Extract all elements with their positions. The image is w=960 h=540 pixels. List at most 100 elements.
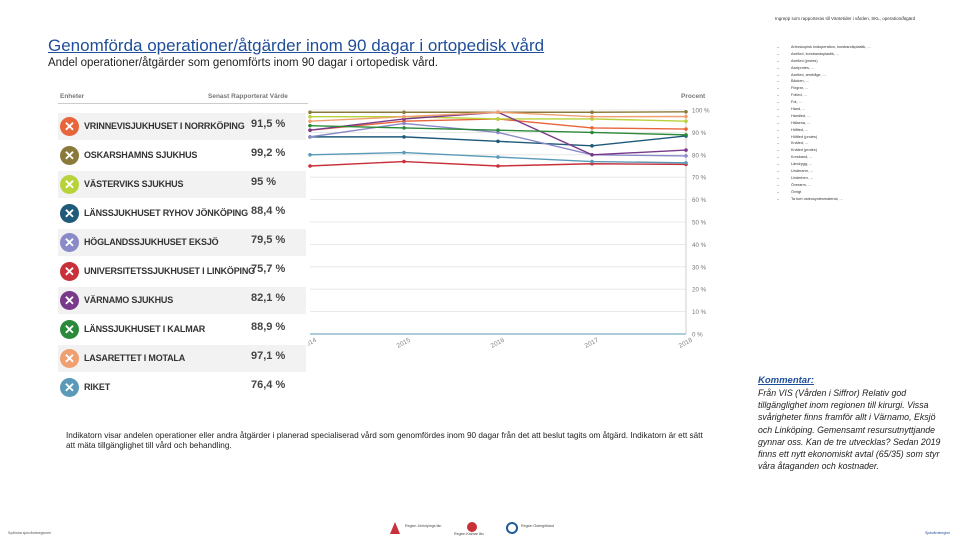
data-point [402, 121, 406, 126]
unit-name: VÄSTERVIKS SJUKHUS [84, 179, 184, 189]
comment-title: Kommentar: [758, 375, 814, 386]
data-point [402, 110, 406, 115]
toggle-series-icon[interactable]: ✕ [60, 233, 79, 252]
procedure-list: – Artroskopisk knäoperation, korsbandspla… [777, 45, 871, 203]
logo-jonkoping-mark-icon [390, 522, 400, 534]
unit-row[interactable]: ✕ LÄNSSJUKHUSET I KALMAR 88,9 % [58, 316, 306, 343]
data-point [684, 154, 688, 158]
data-point [590, 114, 594, 119]
logo-ostergotland-text: Region Östergötland [521, 524, 554, 528]
toggle-series-icon[interactable]: ✕ [60, 175, 79, 194]
right-list-head: Ingrepp som rapporteras till Väntetider … [775, 16, 916, 21]
unit-row[interactable]: ✕ LASARETTET I MOTALA 97,1 % [58, 345, 306, 372]
procedure-item: – Höftled, ... [777, 127, 809, 132]
procedure-item: – Ta bort osteosyntesmaterial, ... [777, 196, 843, 201]
unit-name: VRINNEVISJUKHUSET I NORRKÖPING [84, 121, 245, 131]
page-title: Genomförda operationer/åtgärder inom 90 … [48, 36, 545, 55]
unit-name: VÄRNAMO SJUKHUS [84, 295, 174, 305]
y-tick-label: 60 % [692, 197, 707, 204]
data-point [402, 159, 406, 164]
data-point [496, 128, 500, 132]
procedure-item: – Hälsena, ... [777, 120, 811, 125]
line-chart: 100 % 90 % 80 % 70 % 60 % 50 % 40 % 30 % 20 % 10 … [308, 108, 710, 350]
procedure-item: – Bäcken, ... [777, 79, 809, 84]
comment-text: Från VIS (Vården i Siffror) Relativ god … [758, 388, 941, 472]
procedure-item: – Handled, ... [777, 113, 811, 118]
page-subtitle: Andel operationer/åtgärder som genomfört… [48, 57, 438, 69]
procedure-item: – Axelprotes, ... [777, 65, 815, 70]
unit-name: LÄNSSJUKHUSET RYHOV JÖNKÖPING [84, 208, 248, 218]
unit-row[interactable]: ✕ HÖGLANDSSJUKHUSET EKSJÖ 79,5 % [58, 229, 306, 256]
data-point [496, 110, 500, 115]
unit-value: 75,7 % [251, 263, 286, 275]
toggle-series-icon[interactable]: ✕ [60, 349, 79, 368]
unit-row[interactable]: ✕ UNIVERSITETSSJUKHUSET I LINKÖPING 75,7 % [58, 258, 306, 285]
unit-name: RIKET [84, 382, 111, 392]
unit-name: OSKARSHAMNS SJUKHUS [84, 150, 198, 160]
x-tick-label: 2015 [396, 337, 412, 350]
data-point [402, 150, 406, 155]
unit-name: LÄNSSJUKHUSET I KALMAR [84, 324, 206, 334]
y-tick-label: 20 % [692, 287, 707, 294]
data-point [590, 153, 594, 157]
unit-row[interactable]: ✕ OSKARSHAMNS SJUKHUS 99,2 % [58, 142, 306, 169]
toggle-series-icon[interactable]: ✕ [60, 262, 79, 281]
col-percent-header: Procent [681, 93, 706, 100]
data-point [496, 155, 500, 159]
unit-row[interactable]: ✕ LÄNSSJUKHUSET RYHOV JÖNKÖPING 88,4 % [58, 200, 306, 227]
footer-right: Sjukvårdsregion [925, 531, 951, 535]
data-point [684, 127, 688, 131]
procedure-item: – Knäled, ... [777, 141, 809, 146]
x-tick-label: 2017 [584, 337, 600, 350]
col-latest-header: Senast Rapporterat Värde [208, 93, 288, 100]
unit-value: 95 % [251, 176, 277, 188]
unit-value: 91,5 % [251, 118, 286, 130]
data-point [684, 109, 688, 114]
unit-panel: Enheter Senast Rapporterat Värde Procent… [58, 88, 710, 406]
footer-left: Sydöstra sjukvårdsregionen [8, 531, 52, 535]
procedure-item: – Övrigt [777, 189, 802, 194]
data-point [684, 148, 688, 152]
logo-kalmar-text: Region Kalmar län [454, 532, 484, 536]
procedure-item: – Fotled, ... [777, 93, 807, 98]
data-point [402, 126, 406, 130]
unit-row[interactable]: ✕ VRINNEVISJUKHUSET I NORRKÖPING 91,5 % [58, 113, 306, 140]
procedure-item: – Axelled, korsbandsplastik, ... [777, 51, 840, 56]
toggle-series-icon[interactable]: ✕ [60, 117, 79, 136]
y-tick-label: 50 % [692, 220, 707, 227]
data-point [684, 133, 688, 137]
data-point [308, 153, 312, 157]
data-point [590, 144, 594, 148]
y-tick-label: 0 % [692, 332, 703, 339]
logo-ostergotland-mark-icon [506, 522, 518, 534]
toggle-series-icon[interactable]: ✕ [60, 204, 79, 223]
unit-value: 88,9 % [251, 321, 286, 333]
y-tick-label: 90 % [692, 130, 707, 137]
data-point [308, 128, 312, 132]
toggle-series-icon[interactable]: ✕ [60, 378, 79, 397]
header-divider [58, 103, 308, 104]
unit-row[interactable]: ✕ VÄSTERVIKS SJUKHUS 95 % [58, 171, 306, 198]
y-tick-label: 10 % [692, 309, 707, 316]
unit-value: 97,1 % [251, 350, 286, 362]
toggle-series-icon[interactable]: ✕ [60, 291, 79, 310]
col-units-header: Enheter [60, 93, 85, 100]
indicator-text: Indikatorn visar andelen operationer ell… [66, 431, 703, 450]
data-point [684, 119, 688, 123]
procedure-item: – Höftled (protes) [777, 134, 818, 139]
unit-row[interactable]: ✕ RIKET 76,4 % [58, 374, 306, 401]
procedure-item: – Fingrar, ... [777, 86, 809, 91]
unit-name: UNIVERSITETSSJUKHUSET I LINKÖPING [84, 266, 255, 276]
data-point [402, 135, 406, 139]
data-point [308, 135, 312, 139]
toggle-series-icon[interactable]: ✕ [60, 146, 79, 165]
toggle-series-icon[interactable]: ✕ [60, 320, 79, 339]
y-tick-label: 70 % [692, 175, 707, 182]
unit-value: 88,4 % [251, 205, 286, 217]
unit-row[interactable]: ✕ VÄRNAMO SJUKHUS 82,1 % [58, 287, 306, 314]
unit-name: LASARETTET I MOTALA [84, 353, 186, 363]
panel-header: Enheter Senast Rapporterat Värde Procent [58, 88, 710, 102]
data-point [308, 164, 312, 168]
procedure-item: – Fot, ... [777, 100, 802, 105]
procedure-item: – Knäled (protes) [777, 148, 817, 153]
